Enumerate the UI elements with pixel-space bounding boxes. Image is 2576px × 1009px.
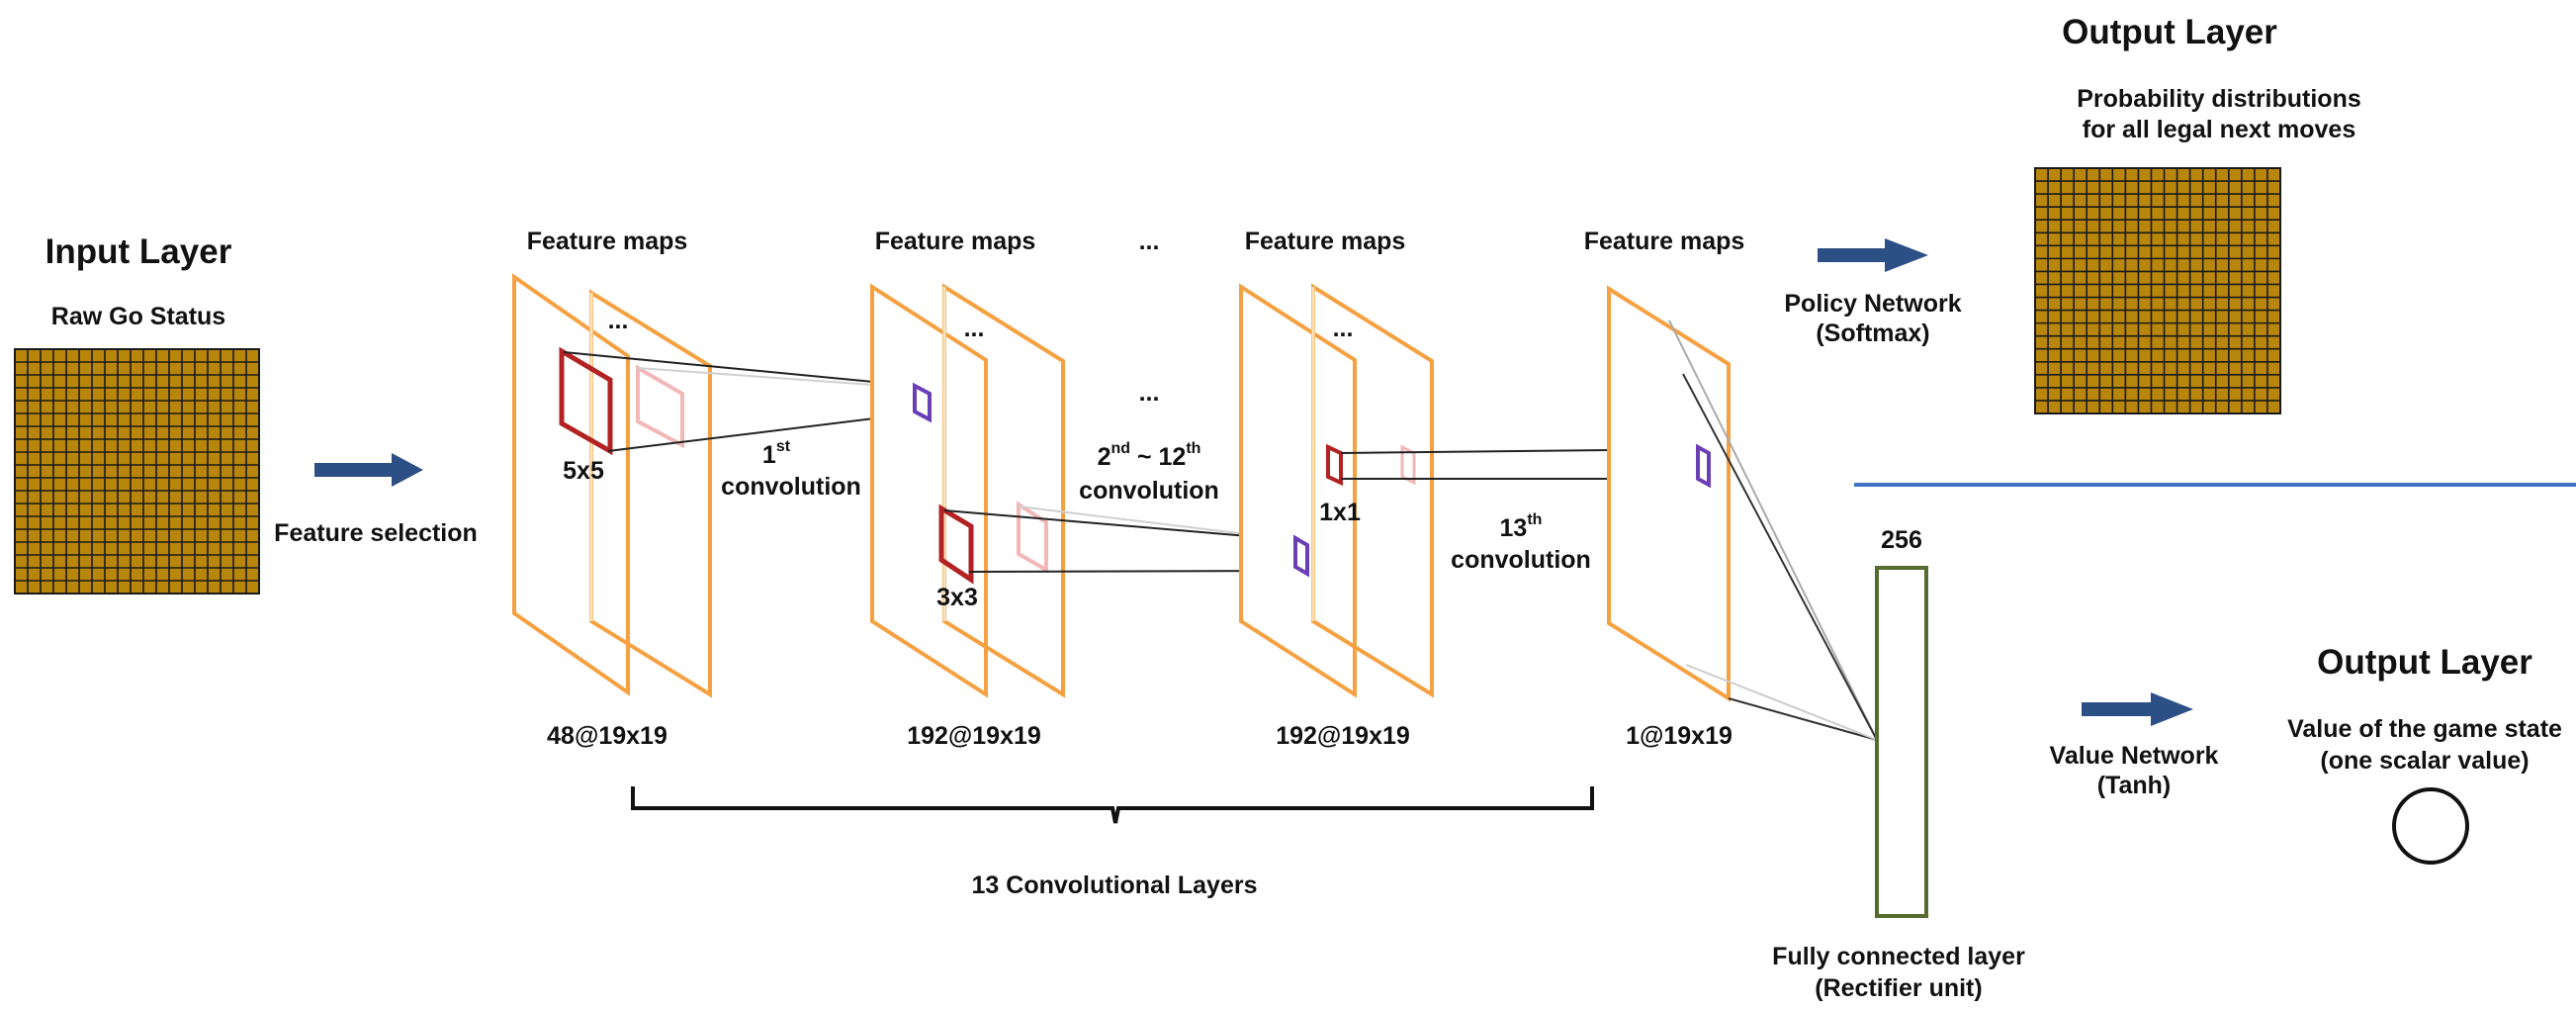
feature-map-stack-3 [1239,283,1434,698]
policy-output-desc-1: Probability distributions [2077,85,2361,113]
first-convolution-connection [563,351,916,452]
feature-map-stack-4 [1607,285,1731,702]
policy-output-layer-title: Output Layer [2062,13,2277,51]
last-convolution-label: 13th convolution [1451,511,1591,574]
layer-size-4: 1@19x19 [1626,722,1732,750]
fc-connection-line [1685,664,1878,741]
first-convolution-text: convolution [721,473,861,501]
scalar-value-circle [2392,787,2469,865]
feature-selection-label: Feature selection [274,519,478,547]
feature-maps-label-1: Feature maps [527,228,688,255]
input-layer-subtitle: Raw Go Status [51,303,225,330]
first-convolution-label: 1st convolution [721,438,861,501]
conv-layers-caption: 13 Convolutional Layers [972,871,1258,899]
layer-size-3: 192@19x19 [1276,722,1410,750]
fc-label: Fully connected layer [1772,943,2025,970]
value-arrow-icon [2082,692,2193,726]
kernel-5x5-label: 5x5 [563,457,604,485]
ellipsis-between-2: ... [1139,379,1160,407]
fc-connection-line [1668,320,1878,741]
value-output-desc-2: (one scalar value) [2320,747,2529,775]
fc-connection-line [1728,697,1878,741]
last-convolution-text: convolution [1451,546,1591,574]
kernel-3x3-icon [938,501,1048,585]
fc-units-label: 256 [1881,526,1922,554]
fc-activation: (Rectifier unit) [1815,974,1982,1002]
feature-map-stack-1 [512,273,712,698]
feature-selection-arrow-icon [314,453,423,487]
last-convolution-num: 13th [1500,511,1543,542]
input-go-board [14,348,260,595]
ellipsis-1: ... [608,307,629,334]
kernel-3x3-label: 3x3 [936,584,978,611]
middle-convolution-label: 2nd ~ 12th convolution [1079,440,1219,504]
layer-size-2: 192@19x19 [907,722,1041,750]
kernel-1x1-label: 1x1 [1319,499,1361,526]
input-layer-title: Input Layer [45,232,232,271]
feature-maps-label-2: Feature maps [875,228,1036,255]
kernel-1x1-icon [1326,443,1416,487]
feature-maps-label-3: Feature maps [1245,228,1406,255]
target-cell-icon [913,382,932,423]
ellipsis-between: ... [1139,228,1160,255]
fc-connection-line [1682,373,1878,741]
fully-connected-layer [1875,566,1928,918]
value-output-layer-title: Output Layer [2317,643,2532,682]
ellipsis-2: ... [964,315,985,342]
policy-network-activation: (Softmax) [1816,320,1929,347]
policy-arrow-icon [1818,238,1928,272]
target-cell-icon [1696,443,1711,489]
value-network-activation: (Tanh) [2097,772,2172,799]
value-network-label: Value Network [2050,742,2219,770]
conv-layers-brace [631,786,1594,824]
layer-size-1: 48@19x19 [547,722,667,750]
feature-map-stack-2 [870,283,1065,698]
middle-convolution-range: 2nd ~ 12th [1098,440,1201,471]
value-output-desc-1: Value of the game state [2287,715,2562,743]
target-cell-icon [1293,534,1309,578]
policy-output-desc-2: for all legal next moves [2083,116,2356,143]
feature-maps-label-4: Feature maps [1584,228,1745,255]
policy-network-label: Policy Network [1784,290,1961,318]
ellipsis-3: ... [1333,315,1354,342]
first-convolution-num: 1st [762,438,791,469]
output-probability-board [2034,167,2281,414]
middle-convolution-text: convolution [1079,477,1219,504]
